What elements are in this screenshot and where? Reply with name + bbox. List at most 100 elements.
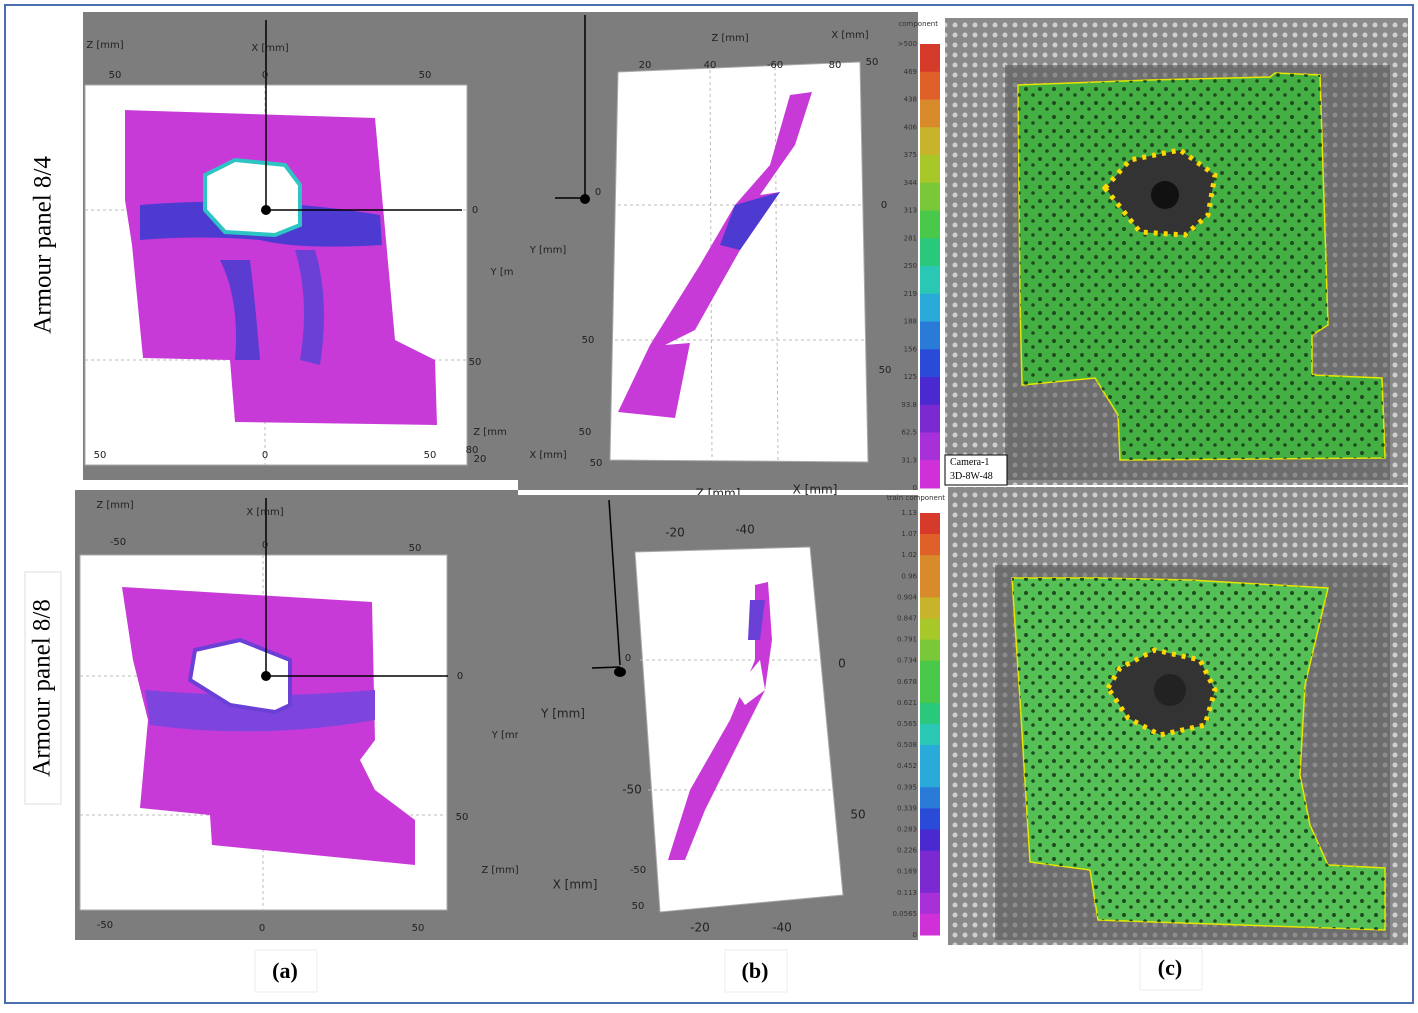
tick-label: 0 (262, 70, 268, 81)
colorbar-label: 0.678 (897, 678, 917, 686)
colorbar-label: 250 (904, 262, 917, 270)
colorbar-label: 0.904 (897, 593, 918, 601)
colorbar-band (920, 210, 940, 239)
colorbar-band (920, 639, 940, 662)
panel-label: (a) (272, 958, 298, 983)
tick-label: 50 (632, 901, 645, 912)
colorbar-band (920, 534, 940, 556)
axis-label: Y [mm] (529, 245, 567, 256)
tick-label: 50 (866, 57, 879, 68)
colorbar-band (920, 702, 940, 725)
panel-a-top (83, 12, 518, 480)
tick-label: 0 (259, 923, 265, 934)
tick-label: -40 (772, 921, 792, 935)
axis-label: Z [mm] (86, 40, 123, 51)
axis-label: Z [mm] (711, 33, 748, 44)
colorbar-label: 0.0565 (893, 910, 918, 918)
tick-label: 50 (412, 923, 425, 934)
tick-label: 50 (109, 70, 122, 81)
tick-label: 50 (456, 812, 469, 823)
colorbar-label: 0.452 (897, 762, 917, 770)
panel-c-bottom (948, 487, 1408, 945)
colorbar-label: 344 (904, 179, 918, 187)
colorbar-label: 31.3 (901, 456, 917, 464)
tick-label: -50 (110, 537, 126, 548)
tick-label: 50 (419, 70, 432, 81)
colorbar-band (920, 913, 940, 936)
label-box (1139, 947, 1203, 991)
axis-label: Z [mm] (481, 865, 518, 876)
colorbar-label: 0.847 (897, 615, 917, 623)
axis-label: Y [mm] (491, 730, 529, 741)
camera-label: 3D-8W-48 (950, 471, 993, 482)
tick-label: 50 (590, 458, 603, 469)
camera-label: Camera-1 (950, 457, 989, 468)
axis-label: X [mm] (831, 30, 868, 41)
colorbar-band (920, 766, 940, 788)
tick-label: 20 (474, 454, 487, 465)
colorbar-label: 0.113 (897, 889, 917, 897)
colorbar-label: 0.621 (897, 699, 917, 707)
panel-label: (c) (1158, 955, 1182, 980)
tick-label: -20 (690, 921, 710, 935)
tick-label: -60 (767, 60, 783, 71)
tick-label: 0 (262, 540, 268, 551)
axis-label: X [mm] (553, 878, 598, 892)
colorbar-band (920, 660, 940, 683)
colorbar-band (920, 71, 940, 100)
row-label: Armour panel 8/8 (29, 599, 56, 777)
colorbar-label: 0.339 (897, 804, 917, 812)
tick-label: 50 (94, 450, 107, 461)
axis-label: Y [m (490, 267, 514, 278)
colorbar-band (920, 576, 940, 598)
axis-label: Z [mm] (96, 500, 133, 511)
tick-label: 20 (639, 60, 652, 71)
colorbar-band (920, 681, 940, 704)
tick-label: 80 (466, 445, 479, 456)
label-box (724, 949, 788, 993)
tick-label: 0 (457, 671, 463, 682)
colorbar-label: 0.508 (897, 741, 917, 749)
colorbar-band (920, 127, 940, 156)
colorbar-label: 0 (913, 484, 917, 492)
colorbar-label: 375 (904, 151, 917, 159)
colorbar-label: 1.02 (901, 551, 917, 559)
label-box (254, 949, 318, 993)
tick-label: -50 (630, 865, 646, 876)
colorbar-label: 125 (904, 373, 917, 381)
colorbar-band (920, 555, 940, 577)
colorbar-band (920, 724, 940, 746)
colorbar-label: 0.283 (897, 826, 917, 834)
colorbar-label: 93.8 (901, 401, 917, 409)
panel-b-bottom (518, 495, 918, 940)
colorbar-label: 0.226 (897, 847, 918, 855)
colorbar-band (920, 155, 940, 184)
label-box (24, 571, 62, 805)
colorbar-band (920, 892, 940, 915)
colorbar-band (920, 293, 940, 322)
colorbar-band (920, 377, 940, 406)
colorbar-label: 0.734 (897, 657, 918, 665)
colorbar-title: train component (887, 494, 945, 502)
tick-label: 0 (881, 200, 887, 211)
tick-label: -50 (622, 783, 642, 797)
tick-label: 50 (850, 808, 865, 822)
colorbar-band (920, 808, 940, 830)
colorbar-label: 0.791 (897, 636, 917, 644)
colorbar-band (920, 829, 940, 852)
tick-label: 0 (262, 450, 268, 461)
panel-b-top (518, 12, 918, 490)
colorbar-label: 1.07 (901, 530, 917, 538)
tick-label: 40 (704, 60, 717, 71)
colorbar-band (920, 349, 940, 378)
colorbar-band (920, 745, 940, 767)
colorbar-band (920, 321, 940, 350)
tick-label: 0 (472, 205, 478, 216)
tick-label: 50 (579, 427, 592, 438)
tick-label: 50 (469, 357, 482, 368)
colorbar-band (920, 850, 940, 873)
colorbar-title: component (898, 20, 938, 28)
colorbar-band (920, 99, 940, 128)
tick-label: -40 (735, 523, 755, 537)
axis-label: X [mm] (251, 43, 288, 54)
